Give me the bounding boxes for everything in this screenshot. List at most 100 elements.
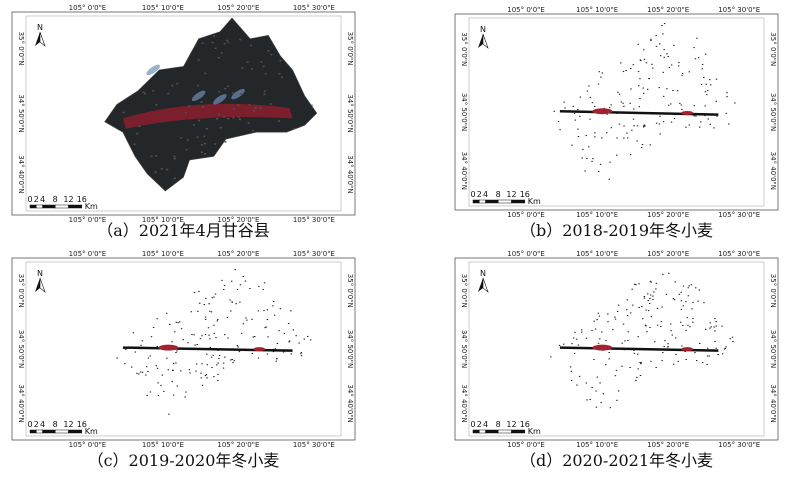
wheat-speck <box>630 312 631 313</box>
wheat-speck <box>626 309 627 310</box>
wheat-speck <box>595 390 596 391</box>
terrain-speck <box>171 85 173 87</box>
scale-label: 4 <box>483 420 488 429</box>
wheat-speck <box>674 118 675 119</box>
wheat-speck <box>201 363 202 364</box>
wheat-speck <box>688 295 689 296</box>
wheat-speck <box>669 67 670 68</box>
wheat-speck <box>623 125 624 126</box>
wheat-speck <box>629 367 630 368</box>
latitude-label: 34° 40'0"N <box>17 384 25 422</box>
longitude-label: 105° 10'0"E <box>142 250 184 258</box>
wheat-speck <box>726 113 727 114</box>
wheat-speck <box>709 356 710 357</box>
wheat-speck <box>200 373 201 374</box>
longitude-label: 105° 10'0"E <box>576 6 618 14</box>
wheat-speck <box>151 336 152 337</box>
terrain-speck <box>233 108 235 110</box>
latitude-label: 35° 0'0"N <box>17 274 25 308</box>
wheat-speck <box>596 407 597 408</box>
wheat-speck <box>223 289 224 290</box>
wheat-speck <box>206 377 207 378</box>
wheat-speck <box>196 363 197 364</box>
wheat-speck <box>680 322 681 323</box>
wheat-speck <box>559 129 560 130</box>
wheat-speck <box>218 358 219 359</box>
terrain-speck <box>255 107 257 109</box>
wheat-speck <box>217 374 218 375</box>
longitude-label: 105° 30'0"E <box>293 250 335 258</box>
wheat-speck <box>607 321 608 322</box>
wheat-speck <box>714 330 715 331</box>
latitude-label: 35° 0'0"N <box>769 274 777 308</box>
latitude-label: 34° 50'0"N <box>460 330 468 368</box>
terrain-speck <box>176 83 178 85</box>
terrain-speck <box>134 143 136 145</box>
wheat-speck <box>649 303 650 304</box>
wheat-speck <box>655 35 656 36</box>
wheat-speck <box>654 341 655 342</box>
wheat-speck <box>659 43 660 44</box>
terrain-speck <box>214 143 216 145</box>
wheat-speck <box>671 122 672 123</box>
wheat-speck <box>125 349 126 350</box>
terrain-speck <box>224 43 226 45</box>
wheat-speck <box>619 94 620 95</box>
wheat-speck <box>633 119 634 120</box>
wheat-speck <box>288 341 289 342</box>
wheat-speck <box>714 341 715 342</box>
wheat-speck <box>592 102 593 103</box>
wheat-speck <box>649 327 650 328</box>
longitude-label: 105° 0'0"E <box>507 441 545 449</box>
wheat-speck <box>239 351 240 352</box>
wheat-speck <box>644 59 645 60</box>
wheat-speck <box>693 47 694 48</box>
wheat-speck <box>610 104 611 105</box>
wheat-speck <box>674 281 675 282</box>
scale-segment <box>512 200 525 203</box>
wheat-speck <box>661 307 662 308</box>
wheat-speck <box>630 154 631 155</box>
latitude-label: 35° 0'0"N <box>460 274 468 308</box>
wheat-speck <box>659 133 660 134</box>
wheat-speck <box>588 85 589 86</box>
wheat-speck <box>661 25 662 26</box>
wheat-speck <box>639 106 640 107</box>
wheat-speck <box>638 336 639 337</box>
terrain-speck <box>204 143 206 145</box>
terrain-speck <box>293 128 295 130</box>
longitude-label: 105° 30'0"E <box>293 441 335 449</box>
terrain-speck <box>152 90 154 92</box>
wheat-speck <box>650 282 651 283</box>
wheat-speck <box>606 132 607 133</box>
terrain-speck <box>278 120 280 122</box>
terrain-speck <box>216 118 218 120</box>
latitude-label: 34° 50'0"N <box>769 330 777 368</box>
terrain-speck <box>221 52 223 54</box>
terrain-speck <box>240 93 242 95</box>
wheat-speck <box>696 360 697 361</box>
wheat-speck <box>697 301 698 302</box>
scale-segment <box>69 430 82 433</box>
wheat-speck <box>224 334 225 335</box>
wheat-speck <box>162 375 163 376</box>
scale-label: 4 <box>483 190 488 199</box>
wheat-speck <box>633 125 634 126</box>
wheat-speck <box>616 370 617 371</box>
north-label: N <box>37 269 43 278</box>
terrain-speck <box>239 119 241 121</box>
wheat-speck <box>235 269 236 270</box>
wheat-speck <box>651 316 652 317</box>
wheat-speck <box>300 353 301 354</box>
wheat-speck <box>571 343 572 344</box>
wheat-speck <box>239 302 240 303</box>
wheat-speck <box>681 109 682 110</box>
wheat-speck <box>653 292 654 293</box>
wheat-speck <box>663 49 664 50</box>
wheat-speck <box>593 321 594 322</box>
wheat-speck <box>726 92 727 93</box>
wheat-speck <box>682 325 683 326</box>
panel-caption: （b）2018-2019年冬小麦 <box>520 221 713 240</box>
wheat-speck <box>670 323 671 324</box>
wheat-speck <box>217 380 218 381</box>
